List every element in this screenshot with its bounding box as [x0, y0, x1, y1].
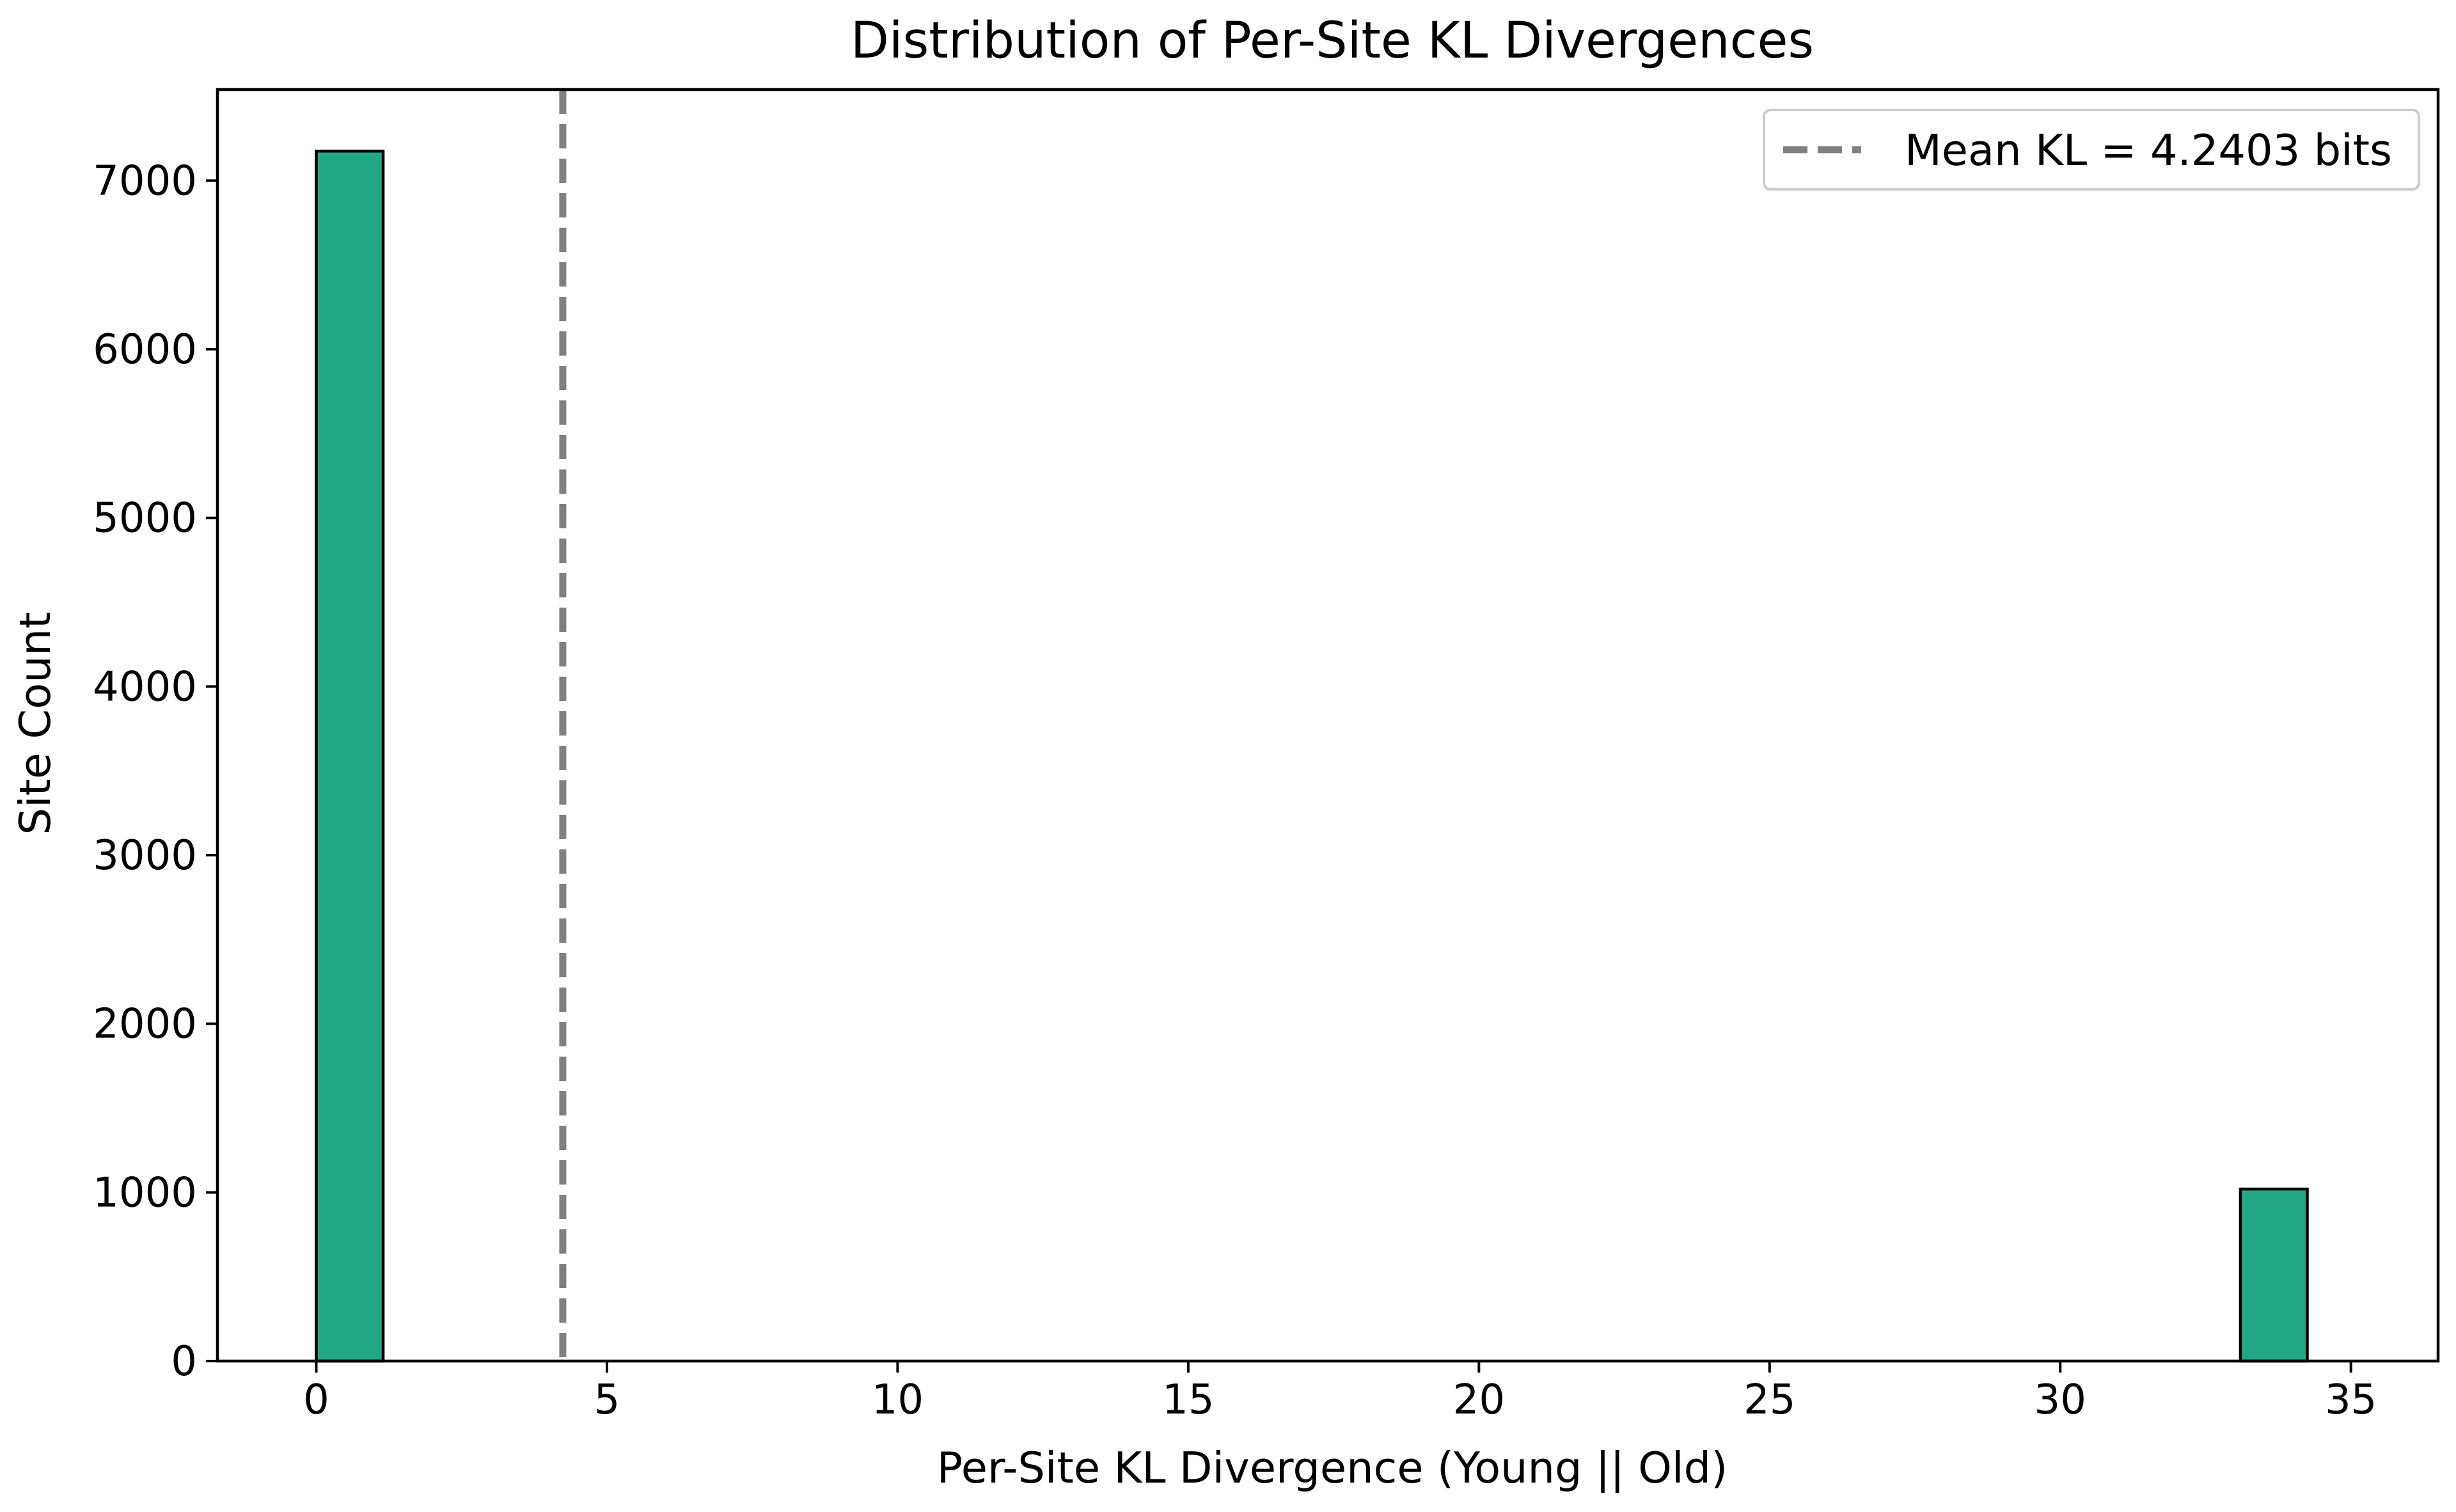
x-tick-label-25: 25 [1744, 1376, 1795, 1424]
histogram-bar-0 [315, 149, 385, 1363]
legend-box [1763, 109, 2420, 191]
x-tick-label-35: 35 [2325, 1376, 2377, 1424]
y-ticks: 0 1000 2000 3000 4000 5000 6000 7000 [93, 157, 217, 1385]
x-tick-label-0: 0 [303, 1376, 329, 1424]
legend: Mean KL = 4.2403 bits [1763, 109, 2420, 191]
x-tick-label-10: 10 [872, 1376, 924, 1424]
y-tick-label-5000: 5000 [93, 495, 197, 542]
x-ticks: 0 5 10 15 20 25 30 35 [303, 1361, 2377, 1424]
y-tick-label-3000: 3000 [93, 832, 197, 879]
x-tick-label-15: 15 [1162, 1376, 1214, 1424]
y-tick-label-4000: 4000 [93, 663, 197, 711]
bars-layer [315, 149, 2309, 1363]
y-axis-label: Site Count [10, 612, 60, 835]
y-tick-label-2000: 2000 [93, 1001, 197, 1048]
chart-title: Distribution of Per-Site KL Divergences [851, 12, 1814, 70]
plot-frame [216, 88, 2440, 1363]
legend-label: Mean KL = 4.2403 bits [1905, 125, 2392, 175]
y-tick-label-6000: 6000 [93, 326, 197, 374]
y-tick-label-1000: 1000 [93, 1169, 197, 1217]
x-tick-label-30: 30 [2034, 1376, 2086, 1424]
histogram-bar-29 [2239, 1187, 2309, 1363]
x-axis-label: Per-Site KL Divergence (Young || Old) [937, 1443, 1728, 1493]
x-tick-label-20: 20 [1453, 1376, 1505, 1424]
x-tick-label-5: 5 [594, 1376, 620, 1424]
y-tick-label-0: 0 [171, 1338, 197, 1385]
y-tick-label-7000: 7000 [93, 157, 197, 205]
